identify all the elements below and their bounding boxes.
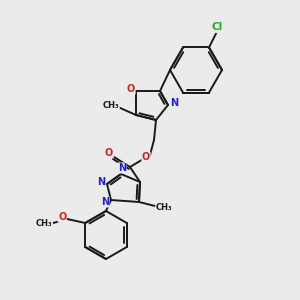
Text: CH₃: CH₃ bbox=[156, 202, 172, 211]
Text: O: O bbox=[105, 148, 113, 158]
Text: N: N bbox=[170, 98, 178, 108]
Text: O: O bbox=[127, 84, 135, 94]
Text: N: N bbox=[97, 177, 105, 187]
Text: O: O bbox=[58, 212, 66, 222]
Text: N: N bbox=[118, 163, 126, 173]
Text: Cl: Cl bbox=[212, 22, 223, 32]
Text: N: N bbox=[101, 197, 109, 207]
Text: CH₃: CH₃ bbox=[36, 218, 52, 227]
Text: CH₃: CH₃ bbox=[103, 101, 119, 110]
Text: O: O bbox=[142, 152, 150, 162]
